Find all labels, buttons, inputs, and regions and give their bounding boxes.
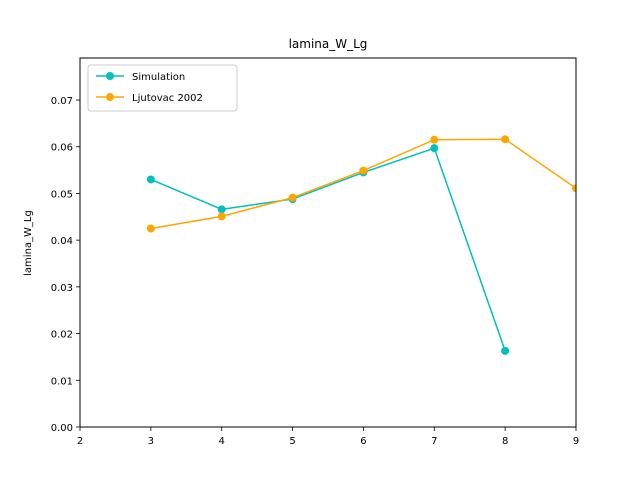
y-tick-label: 0.07 xyxy=(51,96,73,107)
legend: Simulation Ljutovac 2002 xyxy=(87,64,238,112)
data-point xyxy=(572,184,576,193)
x-tick-label: 9 xyxy=(573,436,579,447)
x-tick-label: 4 xyxy=(219,436,225,447)
data-point xyxy=(501,135,510,144)
legend-label: Ljutovac 2002 xyxy=(132,93,203,104)
data-point xyxy=(146,224,155,233)
legend-label: Simulation xyxy=(132,72,185,83)
x-tick-label: 3 xyxy=(148,436,154,447)
series-1 xyxy=(146,135,576,233)
data-point xyxy=(430,135,439,144)
x-tick-label: 6 xyxy=(360,436,366,447)
x-tick-label: 2 xyxy=(77,436,83,447)
x-tick-label: 5 xyxy=(289,436,295,447)
y-axis-label: lamina_W_Lg xyxy=(23,210,34,276)
plot-area: 2 3 4 5 6 7 8 9 0.00 0.01 0.02 0.03 0.04 0.05 0.06 0.07 xyxy=(51,96,579,447)
data-point xyxy=(501,346,510,355)
legend-swatch-marker xyxy=(106,93,114,101)
y-tick-label: 0.02 xyxy=(51,330,73,341)
data-point xyxy=(146,175,155,184)
y-tick-label: 0.05 xyxy=(51,189,73,200)
data-point xyxy=(217,205,226,214)
y-tick-label: 0.03 xyxy=(51,283,73,294)
series-line xyxy=(150,147,506,352)
data-point xyxy=(288,193,297,202)
x-tick-label: 8 xyxy=(502,436,508,447)
y-tick-label: 0.06 xyxy=(51,143,73,154)
y-tick-label: 0.00 xyxy=(51,423,73,434)
data-point xyxy=(217,212,226,221)
data-point xyxy=(359,166,368,175)
y-tick-label: 0.01 xyxy=(51,376,73,387)
legend-box xyxy=(87,64,238,112)
x-tick-label: 7 xyxy=(431,436,437,447)
y-tick-label: 0.04 xyxy=(51,236,73,247)
plot-frame xyxy=(79,57,577,428)
legend-swatch-marker xyxy=(106,72,114,80)
chart-title: lamina_W_Lg xyxy=(289,37,368,51)
data-point xyxy=(430,144,439,153)
